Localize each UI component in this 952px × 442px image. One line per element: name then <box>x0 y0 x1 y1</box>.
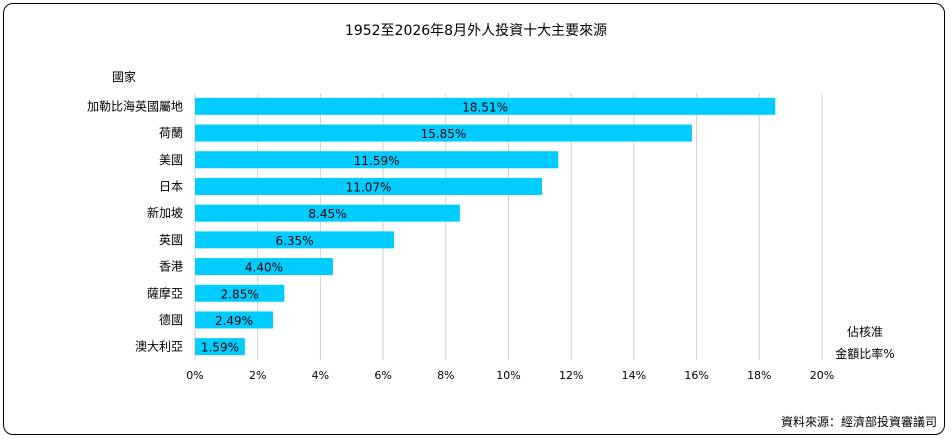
x-tick-label: 14% <box>622 369 646 382</box>
bar <box>195 177 543 195</box>
x-tick-label: 18% <box>747 369 771 382</box>
x-axis-label: 佔核准 金額比率% <box>815 321 915 365</box>
x-tick-label: 8% <box>437 369 454 382</box>
x-tick-label: 10% <box>496 369 520 382</box>
bar <box>195 284 285 302</box>
bar <box>195 97 776 115</box>
value-label: 8.45% <box>308 207 346 221</box>
x-tick-label: 20% <box>810 369 834 382</box>
x-tick-label: 4% <box>312 369 329 382</box>
category-label: 荷蘭 <box>159 126 183 140</box>
bar <box>195 204 460 222</box>
source-note: 資料來源：經濟部投資審議司 <box>780 415 937 429</box>
category-label: 加勒比海英國屬地 <box>87 98 183 113</box>
x-axis-label-line2: 金額比率% <box>835 347 895 361</box>
x-tick-label: 16% <box>684 369 708 382</box>
chart-frame <box>3 3 945 435</box>
category-label: 澳大利亞 <box>135 340 183 354</box>
bar <box>195 231 395 249</box>
category-label: 香港 <box>159 260 183 274</box>
bar <box>195 151 559 169</box>
category-label: 英國 <box>159 233 183 247</box>
y-axis-label: 國家 <box>112 70 137 84</box>
value-label: 4.40% <box>245 261 283 275</box>
bar <box>195 311 274 329</box>
bar <box>195 124 692 142</box>
x-axis-label-line1: 佔核准 <box>846 325 883 339</box>
category-label: 德國 <box>159 312 183 327</box>
x-tick-label: 12% <box>559 369 583 382</box>
value-label: 15.85% <box>421 127 467 141</box>
value-label: 1.59% <box>201 341 239 355</box>
category-label: 日本 <box>159 179 183 193</box>
x-tick-label: 6% <box>374 369 391 382</box>
chart-title: 1952至2026年8月外人投資十大主要來源 <box>344 23 608 39</box>
value-label: 18.51% <box>462 100 508 114</box>
value-label: 2.85% <box>221 287 259 301</box>
value-label: 6.35% <box>275 234 313 248</box>
value-label: 11.59% <box>354 154 400 168</box>
category-label: 美國 <box>159 153 183 167</box>
bar <box>195 258 333 276</box>
category-label: 新加坡 <box>147 205 183 220</box>
category-label: 薩摩亞 <box>147 285 183 300</box>
bar <box>195 338 245 356</box>
value-label: 2.49% <box>215 314 253 328</box>
x-tick-label: 0% <box>186 369 203 382</box>
value-label: 11.07% <box>346 180 392 194</box>
x-tick-label: 2% <box>249 369 266 382</box>
